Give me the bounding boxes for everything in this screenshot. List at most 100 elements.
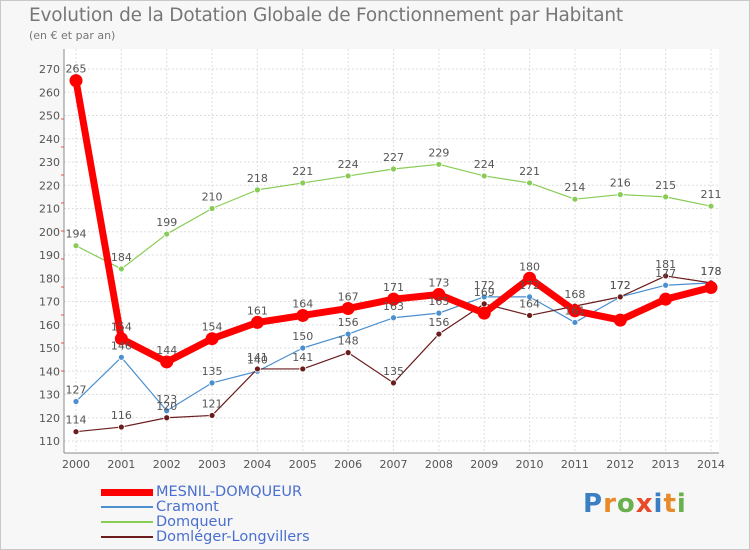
legend-label-domleger: Domléger-Longvillers	[156, 529, 310, 545]
data-label-domleger: 181	[655, 258, 676, 271]
data-label-mesnil: 161	[247, 304, 268, 317]
data-point-mesnil	[432, 288, 446, 302]
data-label-domqueur: 224	[338, 158, 359, 171]
legend-item-domleger: Domléger-Longvillers	[101, 529, 431, 546]
data-label-mesnil: 180	[519, 260, 540, 273]
data-point-mesnil	[523, 271, 537, 285]
data-label-domqueur: 215	[655, 179, 676, 192]
data-point-cramont	[480, 293, 488, 301]
data-label-domleger: 172	[610, 279, 631, 292]
x-tick-label: 2012	[606, 458, 634, 471]
data-point-domqueur	[299, 179, 307, 187]
data-label-domqueur: 227	[383, 151, 404, 164]
data-label-cramont: 178	[701, 265, 722, 278]
y-tick-label: 130	[39, 389, 60, 402]
data-point-mesnil	[160, 355, 174, 369]
data-point-mesnil	[114, 332, 128, 346]
x-tick-label: 2004	[243, 458, 271, 471]
chart-title: Evolution de la Dotation Globale de Fonc…	[29, 5, 623, 26]
data-label-domqueur: 229	[428, 146, 449, 159]
data-point-cramont	[435, 309, 443, 317]
data-point-mesnil	[341, 301, 355, 315]
data-label-mesnil: 173	[428, 277, 449, 290]
data-point-domleger	[616, 293, 624, 301]
data-point-domleger	[344, 349, 352, 357]
x-tick-label: 2011	[561, 458, 589, 471]
data-point-cramont	[571, 319, 579, 326]
data-label-domleger: 135	[383, 365, 404, 378]
y-tick-label: 200	[39, 226, 60, 239]
data-point-cramont	[344, 330, 352, 338]
data-label-mesnil: 171	[383, 281, 404, 294]
data-label-domleger: 168	[564, 288, 585, 301]
data-point-cramont	[163, 407, 171, 415]
plot-area	[64, 49, 719, 453]
data-point-domqueur	[707, 202, 715, 210]
data-label-domleger: 120	[156, 400, 177, 413]
data-point-cramont	[526, 293, 533, 301]
data-point-domqueur	[480, 172, 488, 180]
data-point-domleger	[480, 300, 488, 308]
y-tick-label: 150	[39, 342, 60, 355]
data-point-cramont	[662, 281, 670, 289]
x-tick-label: 2002	[153, 458, 181, 471]
data-point-domleger	[117, 423, 125, 431]
y-tick-label: 260	[39, 86, 60, 99]
data-point-domqueur	[344, 172, 352, 180]
data-label-mesnil: 265	[66, 63, 87, 76]
y-tick-label: 110	[39, 435, 60, 448]
legend-item-cramont: Cramont	[101, 499, 431, 516]
data-label-mesnil: 164	[292, 297, 313, 310]
data-point-cramont	[299, 344, 307, 352]
data-point-domleger	[254, 365, 261, 373]
logo-letter: i	[676, 489, 687, 519]
legend-label-mesnil: MESNIL-DOMQUEUR	[156, 484, 303, 500]
y-tick-label: 170	[39, 296, 60, 309]
data-label-domleger: 141	[247, 351, 268, 364]
data-label-cramont: 127	[66, 383, 87, 396]
data-point-mesnil	[659, 292, 673, 306]
data-point-domleger	[526, 312, 533, 319]
data-label-domqueur: 216	[610, 177, 631, 190]
data-point-domqueur	[254, 186, 261, 194]
data-label-domleger: 169	[474, 286, 495, 299]
data-point-domqueur	[435, 160, 443, 168]
data-point-cramont	[72, 398, 80, 405]
x-tick-label: 2009	[470, 458, 498, 471]
data-label-cramont: 165	[428, 295, 449, 308]
logo-letter: o	[616, 489, 636, 519]
x-tick-label: 2005	[289, 458, 317, 471]
legend-label-cramont: Cramont	[156, 499, 219, 515]
proxiti-logo: Proxiti	[583, 489, 687, 519]
data-point-domleger	[72, 428, 80, 436]
data-point-domqueur	[526, 179, 533, 187]
data-label-domqueur: 194	[66, 228, 87, 241]
x-tick-label: 2008	[425, 458, 453, 471]
data-label-cramont: 150	[292, 330, 313, 343]
chart-subtitle: (en € et par an)	[29, 29, 116, 42]
data-label-domleger: 114	[66, 414, 87, 427]
legend-swatch-mesnil	[101, 489, 153, 496]
logo-letter: x	[635, 489, 654, 519]
data-point-domleger	[435, 330, 443, 338]
logo-letter: r	[603, 489, 617, 519]
y-tick-label: 180	[39, 272, 60, 285]
x-tick-label: 2001	[107, 458, 135, 471]
y-tick-label: 190	[39, 249, 60, 262]
data-label-cramont: 177	[655, 267, 676, 280]
data-point-domqueur	[72, 242, 80, 250]
data-label-mesnil: 154	[111, 321, 132, 334]
y-tick-label: 160	[39, 319, 60, 332]
x-tick-label: 2013	[652, 458, 680, 471]
data-label-domqueur: 224	[474, 158, 495, 171]
data-point-domqueur	[117, 265, 125, 273]
legend-swatch-cramont	[101, 506, 153, 508]
data-point-cramont	[208, 379, 216, 387]
data-point-mesnil	[69, 74, 83, 88]
data-point-domleger	[662, 272, 670, 280]
data-label-domqueur: 184	[111, 251, 132, 264]
data-label-cramont: 163	[383, 300, 404, 313]
data-label-cramont: 156	[338, 316, 359, 329]
